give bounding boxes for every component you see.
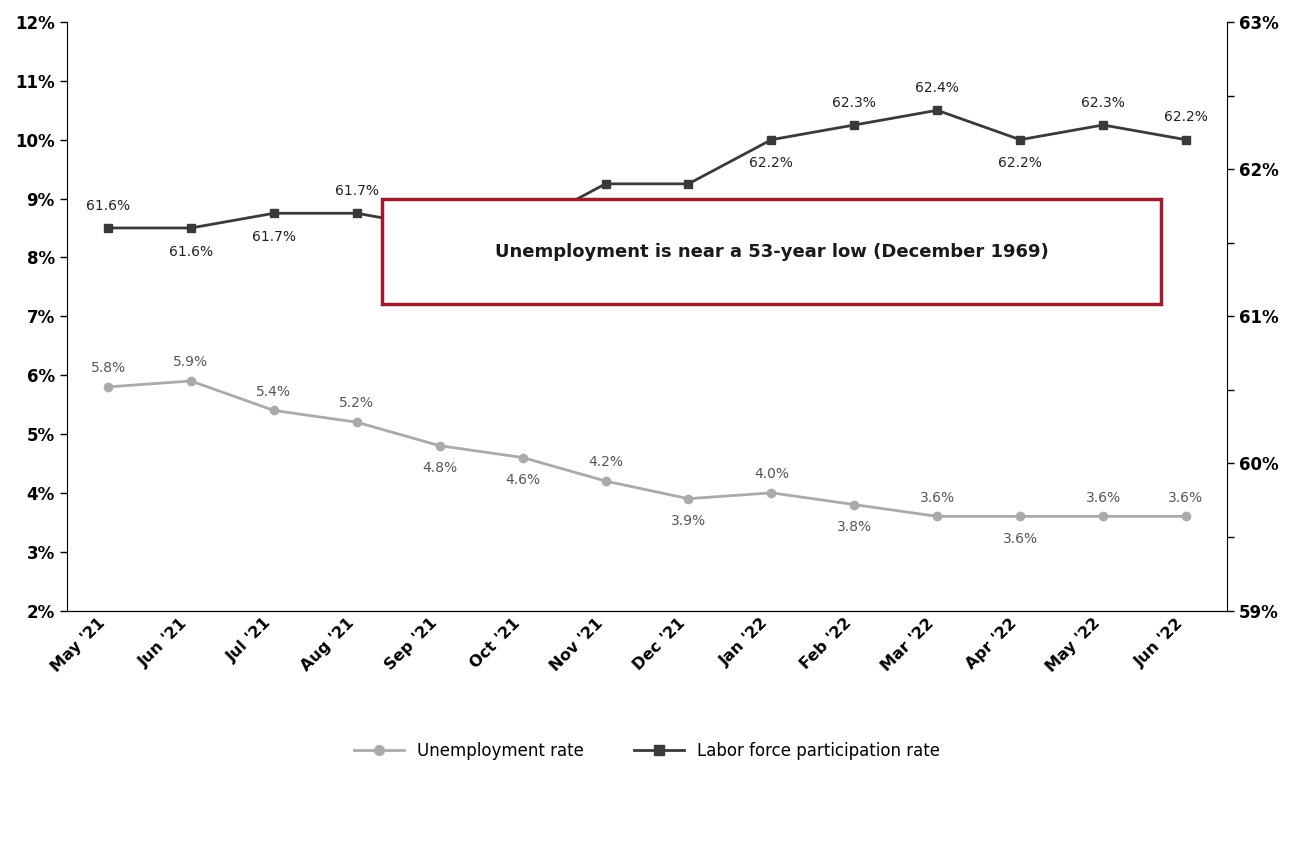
Line: Labor force participation rate: Labor force participation rate (104, 106, 1190, 232)
Legend: Unemployment rate, Labor force participation rate: Unemployment rate, Labor force participa… (347, 735, 947, 767)
Text: Unemployment is near a 53-year low (December 1969): Unemployment is near a 53-year low (Dece… (494, 243, 1048, 261)
Text: 61.9%: 61.9% (666, 200, 710, 215)
Text: 61.6%: 61.6% (170, 245, 214, 258)
Text: 3.9%: 3.9% (670, 514, 707, 528)
Unemployment rate (349, 417, 365, 428)
Labor force participation rate (1179, 135, 1194, 145)
Text: 62.3%: 62.3% (832, 95, 876, 110)
Unemployment rate (598, 476, 613, 486)
Text: 3.6%: 3.6% (1168, 491, 1203, 504)
Unemployment rate (1179, 511, 1194, 521)
Labor force participation rate (1012, 135, 1027, 145)
Text: 5.2%: 5.2% (339, 396, 374, 411)
Unemployment rate (267, 406, 282, 416)
Unemployment rate (681, 493, 696, 504)
Labor force participation rate (100, 223, 115, 233)
Unemployment rate (929, 511, 945, 521)
Unemployment rate (432, 440, 448, 451)
Labor force participation rate (929, 105, 945, 115)
Text: 5.4%: 5.4% (256, 384, 291, 399)
Unemployment rate (1012, 511, 1027, 521)
Labor force participation rate (267, 208, 282, 218)
Unemployment rate (1095, 511, 1110, 521)
Labor force participation rate (846, 120, 862, 130)
Text: 61.6%: 61.6% (85, 199, 131, 213)
Unemployment rate (100, 382, 115, 392)
Unemployment rate (846, 499, 862, 509)
Text: 3.6%: 3.6% (1003, 532, 1038, 546)
Text: 61.6%: 61.6% (418, 245, 462, 258)
Text: 61.9%: 61.9% (584, 200, 628, 215)
Line: Unemployment rate: Unemployment rate (104, 377, 1190, 521)
Text: 62.2%: 62.2% (749, 156, 793, 170)
Unemployment rate (515, 452, 531, 463)
Text: 62.2%: 62.2% (998, 156, 1042, 170)
Labor force participation rate (763, 135, 779, 145)
Text: 4.8%: 4.8% (422, 461, 457, 475)
Text: 62.2%: 62.2% (1165, 111, 1207, 124)
Text: 5.9%: 5.9% (173, 355, 208, 369)
Labor force participation rate (184, 223, 199, 233)
Text: 61.7%: 61.7% (252, 230, 296, 244)
Text: 5.8%: 5.8% (91, 361, 126, 375)
Text: 62.3%: 62.3% (1080, 95, 1124, 110)
Labor force participation rate (515, 223, 531, 233)
Labor force participation rate (598, 179, 613, 189)
Labor force participation rate (1095, 120, 1110, 130)
Text: 61.6%: 61.6% (501, 245, 545, 258)
FancyBboxPatch shape (382, 199, 1161, 304)
Text: 62.4%: 62.4% (915, 81, 959, 95)
Text: 4.2%: 4.2% (587, 455, 622, 469)
Text: 4.0%: 4.0% (754, 467, 789, 481)
Labor force participation rate (349, 208, 365, 218)
Text: 61.7%: 61.7% (335, 184, 379, 198)
Labor force participation rate (681, 179, 696, 189)
Unemployment rate (763, 487, 779, 498)
Text: 3.8%: 3.8% (837, 520, 872, 534)
Text: 3.6%: 3.6% (920, 491, 955, 504)
Text: 3.6%: 3.6% (1086, 491, 1121, 504)
Text: 4.6%: 4.6% (505, 473, 540, 486)
Labor force participation rate (432, 223, 448, 233)
Unemployment rate (184, 376, 199, 386)
